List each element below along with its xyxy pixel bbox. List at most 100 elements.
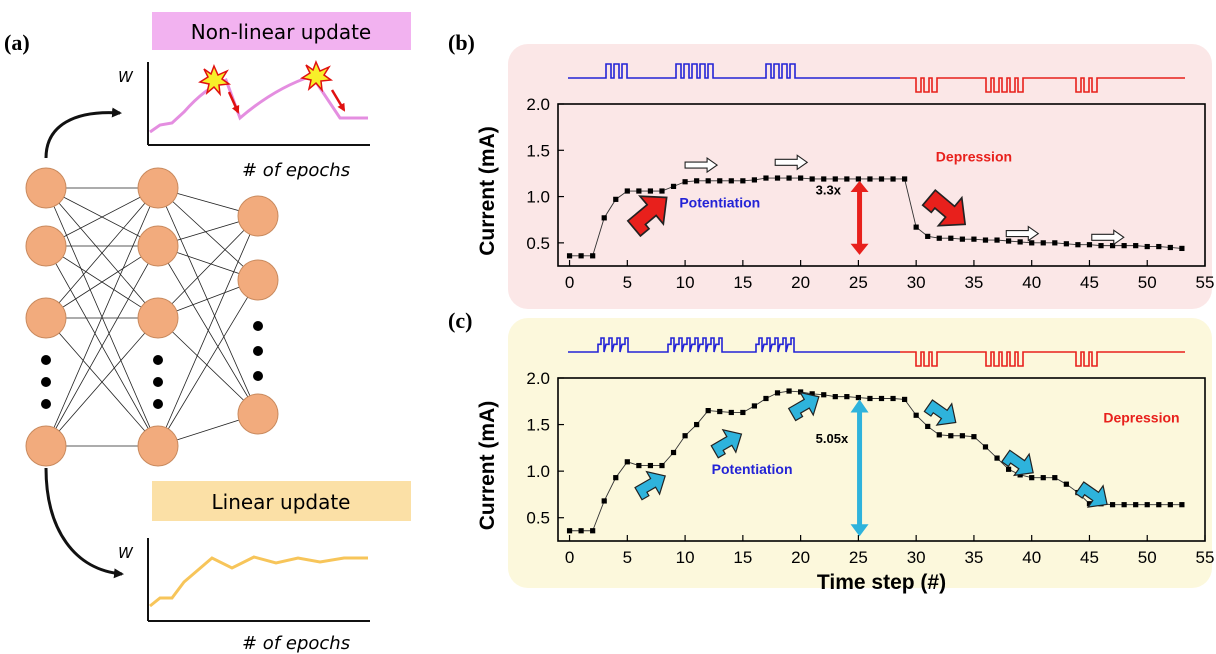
- potentiation-arrow-icon: [634, 470, 666, 501]
- data-point: [786, 388, 792, 394]
- data-point: [948, 235, 954, 241]
- x-tick-label: 0: [565, 548, 574, 567]
- data-point: [890, 395, 896, 402]
- panel-b-letter: (b): [448, 30, 475, 55]
- connection-line: [45, 317, 159, 447]
- depression-label: Depression: [1103, 410, 1179, 426]
- epochs-label-top: # of epochs: [242, 160, 350, 181]
- chart-c: 0 5 10 15 20 25 30 35 40 45 50 55 0.5 1.0 1.5 2.0 Curren…: [476, 369, 1214, 594]
- data-point: [1121, 243, 1127, 249]
- connection-line: [157, 279, 259, 447]
- data-point: [705, 178, 711, 184]
- data-point: [994, 237, 1000, 243]
- neuron-node: [237, 195, 279, 237]
- data-point: [613, 475, 619, 481]
- burst-icon: [300, 60, 334, 93]
- x-tick-label: 5: [623, 273, 632, 292]
- depression-arrow-icon-shape: [1000, 449, 1034, 477]
- step-arrow-icon: [774, 154, 809, 171]
- linear-mini-plot: W # of epochs: [118, 538, 370, 654]
- data-point: [566, 528, 573, 534]
- ratio-arrowhead-icon: [850, 524, 869, 537]
- data-point: [763, 395, 769, 402]
- data-point: [1156, 502, 1162, 508]
- data-point: [1133, 502, 1139, 508]
- y-tick-label: 1.0: [526, 188, 550, 207]
- data-point: [890, 176, 896, 182]
- x-tick-label: 10: [676, 273, 695, 292]
- data-point: [936, 235, 942, 241]
- depression-arrow-icon: [923, 399, 957, 426]
- x-tick-label: 30: [907, 548, 926, 567]
- data-point: [578, 253, 584, 259]
- x-tick-label: 45: [1080, 273, 1099, 292]
- depression-label: Depression: [936, 148, 1012, 164]
- potentiation-pulse-train: [568, 63, 900, 79]
- data-point: [659, 188, 665, 194]
- ellipsis-dot: [153, 355, 163, 365]
- data-point: [613, 196, 619, 202]
- ellipsis-dot: [253, 346, 263, 356]
- data-point: [647, 188, 654, 194]
- neural-network: [25, 167, 279, 467]
- data-point: [1052, 240, 1058, 246]
- data-point: [1005, 238, 1012, 244]
- y-tick-label: 1.5: [526, 416, 550, 435]
- potentiation-arrow-icon: [787, 391, 820, 422]
- data-point: [694, 178, 700, 184]
- data-point: [832, 394, 838, 400]
- w-label-top: W: [118, 68, 134, 86]
- x-tick-label: 40: [1022, 548, 1041, 567]
- data-point: [1156, 243, 1162, 250]
- depression-pulse-train: [900, 351, 1185, 367]
- data-point: [728, 178, 734, 184]
- linear-curve: [149, 555, 368, 608]
- data-point: [1144, 243, 1150, 250]
- x-tick-label: 35: [964, 548, 983, 567]
- data-point: [659, 462, 665, 469]
- data-point: [670, 449, 677, 456]
- data-point: [1029, 240, 1035, 246]
- data-point: [601, 215, 607, 221]
- data-point: [971, 236, 977, 242]
- ellipsis-dot: [41, 399, 51, 409]
- ellipsis-dot: [153, 377, 163, 387]
- step-arrow-icon: [1005, 225, 1040, 242]
- ratio-label: 3.3x: [816, 183, 842, 198]
- y-tick-label: 1.5: [526, 141, 550, 160]
- connection-line: [157, 215, 259, 319]
- x-tick-label: 15: [733, 273, 752, 292]
- y-tick-label: 0.5: [526, 509, 550, 528]
- x-tick-label: 5: [623, 548, 632, 567]
- data-point: [590, 528, 596, 534]
- data-point: [1144, 502, 1150, 508]
- y-tick-label: 2.0: [526, 369, 550, 388]
- plot-frame: [557, 103, 1206, 267]
- ellipsis-dot: [41, 355, 51, 365]
- data-point: [1167, 244, 1173, 251]
- nonlinear-title-box: [152, 12, 411, 50]
- data-point: [913, 224, 919, 230]
- data-point: [1133, 243, 1139, 249]
- data-point: [821, 392, 827, 398]
- x-tick-label: 25: [849, 548, 868, 567]
- data-point: [1109, 502, 1116, 508]
- data-point: [578, 528, 584, 534]
- data-point: [786, 175, 792, 181]
- neuron-node: [137, 425, 179, 467]
- ellipsis-dot: [253, 321, 263, 331]
- x-tick-label: 10: [676, 548, 695, 567]
- data-point: [1179, 502, 1185, 508]
- neuron-node: [25, 425, 67, 467]
- data-point: [855, 394, 861, 401]
- data-point: [601, 498, 607, 504]
- data-point: [809, 391, 815, 397]
- data-point: [590, 253, 596, 259]
- potentiation-arrow-icon: [626, 195, 668, 238]
- data-point: [705, 408, 711, 414]
- data-point: [1121, 502, 1127, 508]
- data-point: [1005, 466, 1012, 472]
- data-point: [855, 176, 861, 182]
- connection-line: [157, 187, 259, 415]
- data-point: [832, 176, 838, 182]
